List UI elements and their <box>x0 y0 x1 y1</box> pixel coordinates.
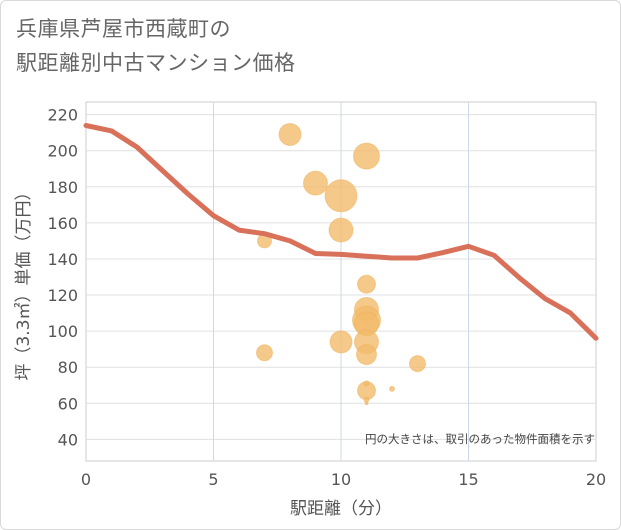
y-tick-label: 40 <box>58 430 78 449</box>
y-tick-label: 160 <box>47 214 78 233</box>
chart-title-line-2: 駅距離別中古マンション価格 <box>16 51 296 75</box>
y-tick-label: 200 <box>47 142 78 161</box>
x-axis-label: 駅距離（分） <box>290 499 392 519</box>
y-tick-label: 180 <box>47 178 78 197</box>
bubble <box>278 122 302 146</box>
chart-title: 兵庫県芦屋市西蔵町の 駅距離別中古マンション価格 <box>16 12 296 80</box>
x-tick-label: 15 <box>458 470 478 489</box>
y-tick-label: 60 <box>58 394 78 413</box>
chart-title-line-1: 兵庫県芦屋市西蔵町の <box>16 17 231 41</box>
bubble <box>364 401 369 406</box>
size-note: 円の大きさは、取引のあった物件面積を示す <box>365 432 595 446</box>
bubbles <box>256 122 426 406</box>
bubble <box>328 217 354 243</box>
bubble <box>389 385 395 392</box>
y-tick-label: 140 <box>47 250 78 269</box>
trend-line <box>83 123 599 341</box>
x-tick-label: 20 <box>586 470 606 489</box>
y-tick-label: 120 <box>47 286 78 305</box>
y-tick-label: 80 <box>58 358 78 377</box>
bubble <box>324 179 358 213</box>
bubble <box>356 344 377 366</box>
y-tick-labels: 40 60 80 100 120 140 160 180 200 220 <box>47 106 78 450</box>
x-tick-label: 0 <box>81 470 91 489</box>
x-tick-labels: 0 5 10 15 20 <box>81 470 606 489</box>
bubble <box>256 344 273 362</box>
x-tick-label: 5 <box>208 470 218 489</box>
y-axis-label: 坪（3.3㎡）単価（万円） <box>14 183 34 380</box>
bubble <box>303 170 328 196</box>
y-tick-label: 220 <box>47 106 78 125</box>
x-tick-label: 10 <box>331 470 351 489</box>
bubble <box>409 355 426 373</box>
bubble <box>329 330 353 354</box>
bubble <box>357 274 376 294</box>
bubble <box>363 380 370 387</box>
y-tick-label: 100 <box>47 322 78 341</box>
bubble <box>353 142 380 170</box>
